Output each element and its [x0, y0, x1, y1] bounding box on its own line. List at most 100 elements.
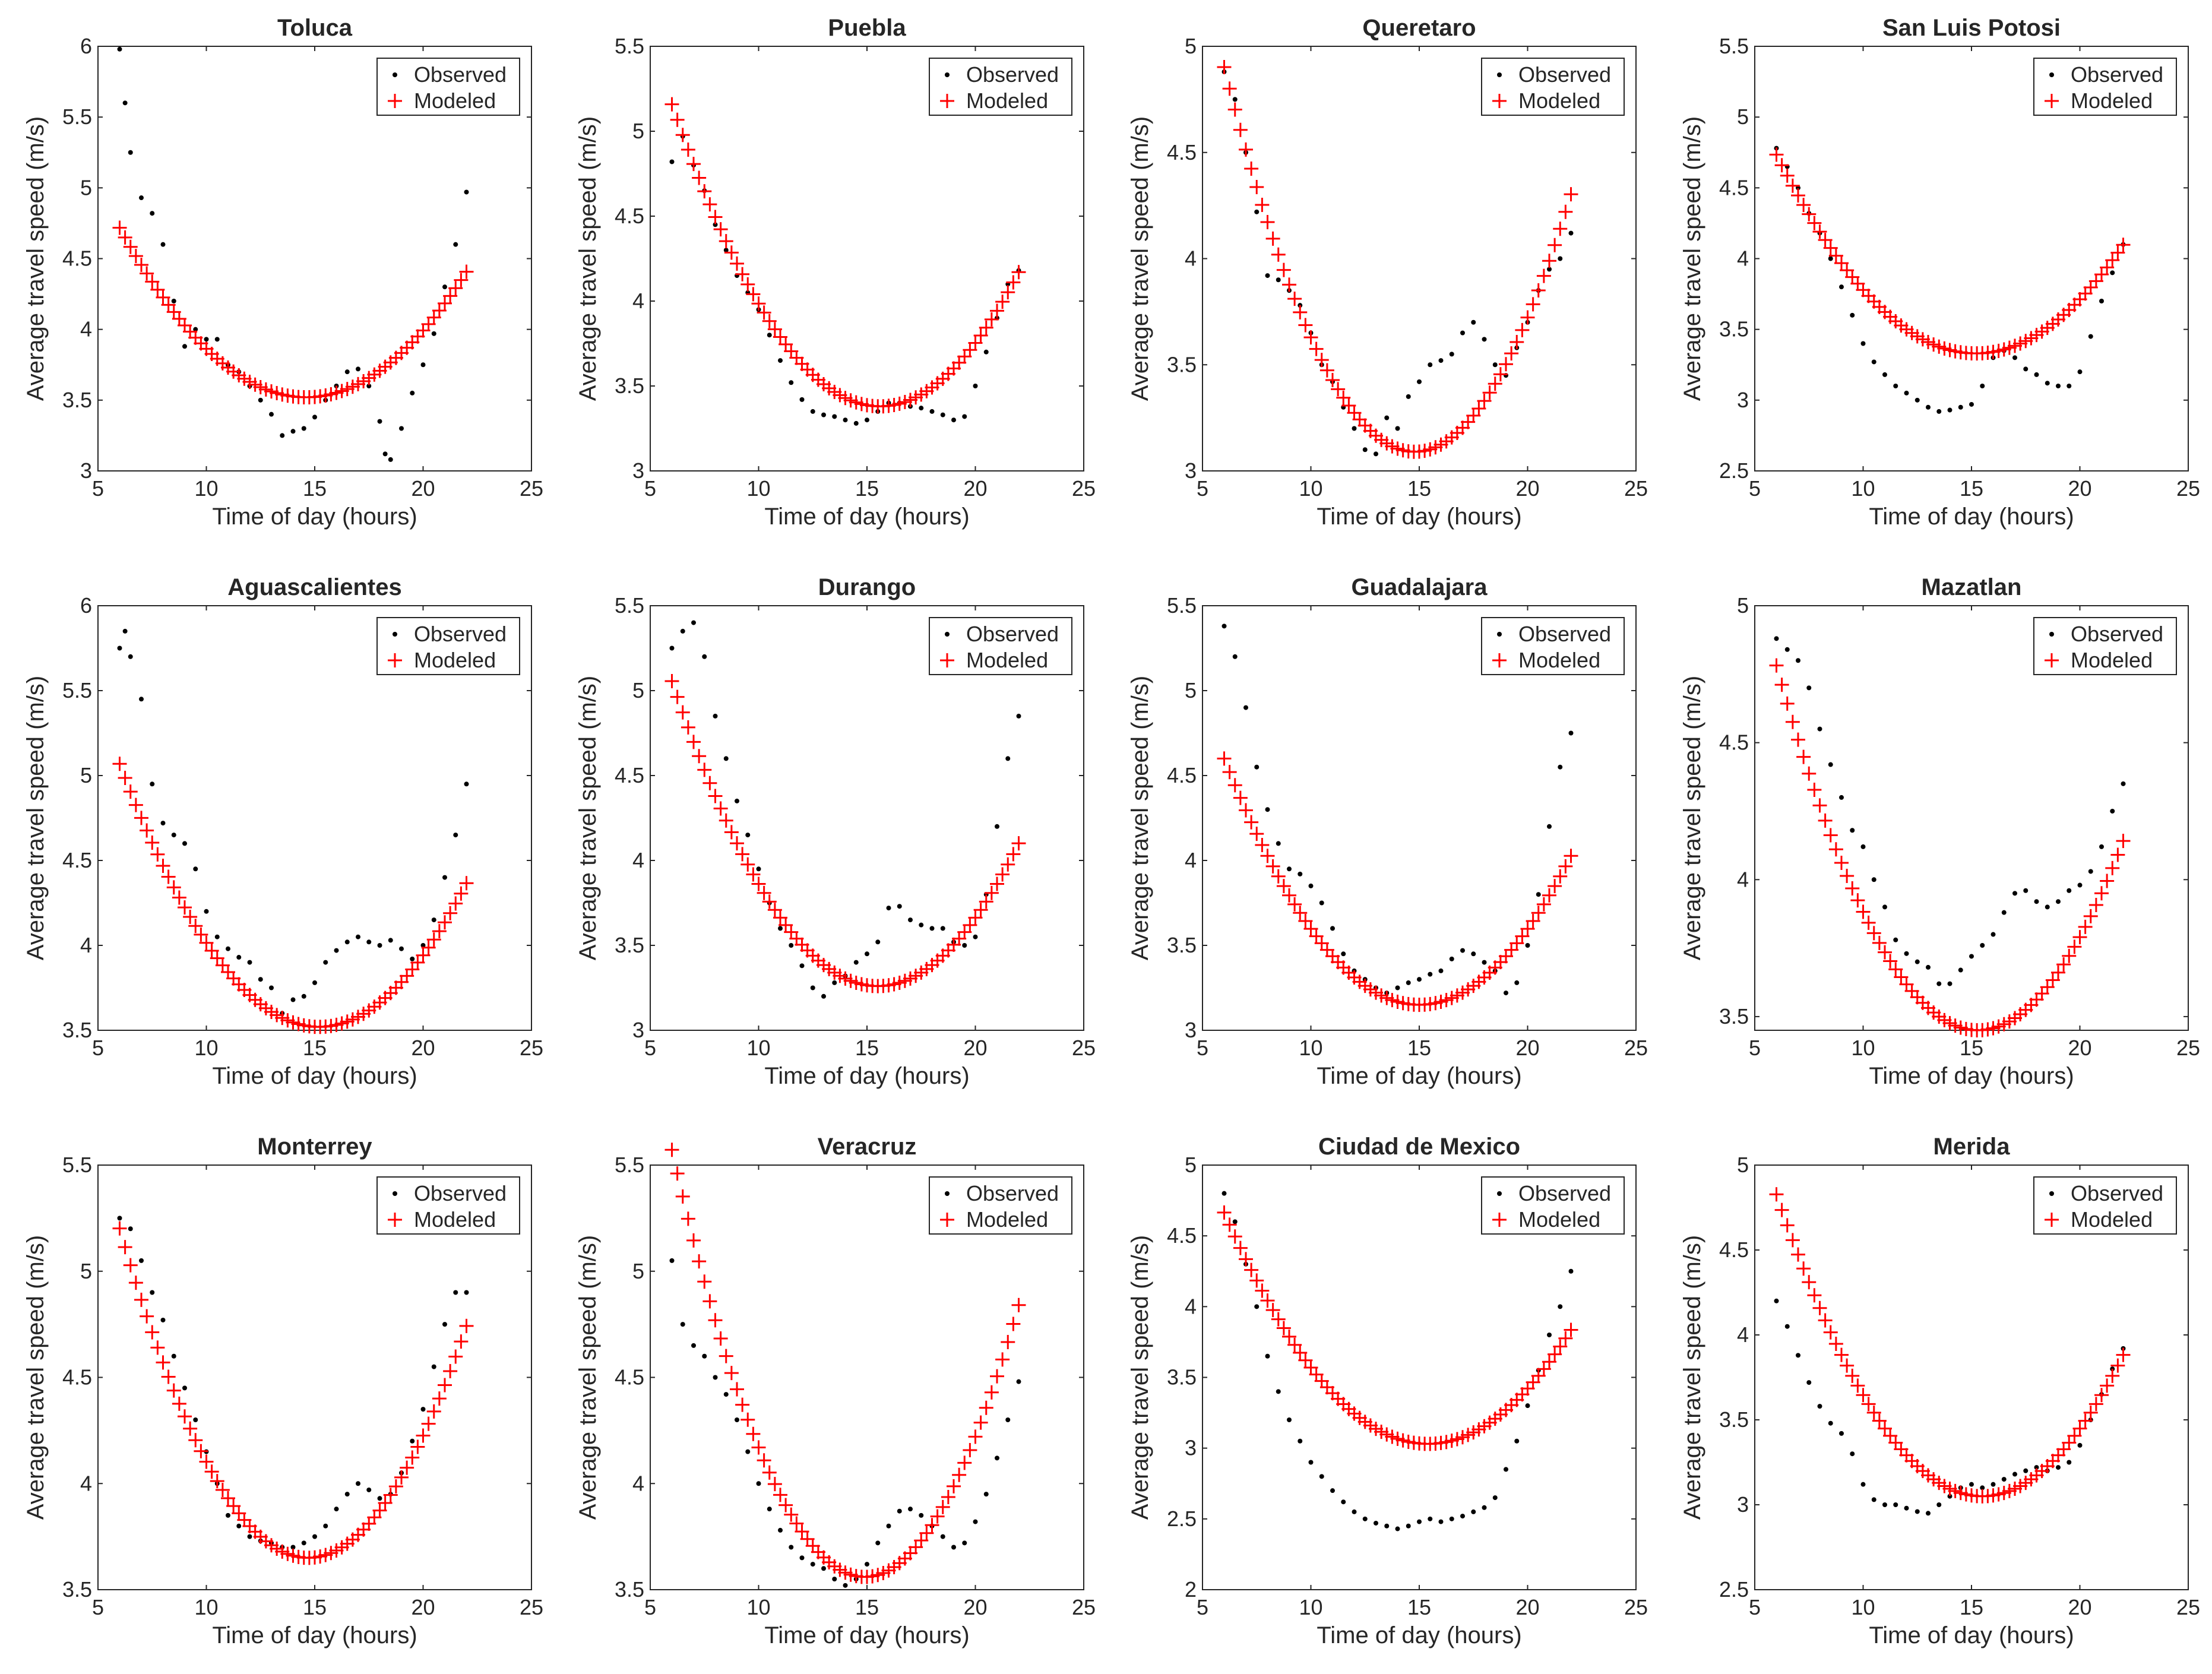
observed-point [150, 781, 155, 787]
observed-point [420, 943, 426, 948]
panel-title: San Luis Potosi [1882, 15, 2061, 41]
x-tick-label: 5 [1749, 1595, 1761, 1619]
modeled-point [448, 1349, 463, 1364]
modeled-point [746, 867, 761, 882]
observed-point [799, 1555, 805, 1561]
observed-point [799, 397, 805, 402]
observed-point [193, 866, 198, 872]
legend-box [2033, 1176, 2177, 1235]
panel-title: Merida [1933, 1134, 2011, 1160]
modeled-point [2105, 253, 2120, 268]
observed-point [735, 798, 739, 803]
modeled-point [1769, 147, 1784, 162]
x-tick-label: 25 [1624, 1595, 1648, 1619]
observed-point [799, 963, 805, 969]
modeled-point [1001, 285, 1015, 300]
observed-point [713, 222, 718, 227]
modeled-point [1341, 398, 1356, 413]
modeled-point [670, 112, 685, 127]
y-tick-label: 5 [632, 119, 644, 143]
modeled-point [1845, 1368, 1860, 1383]
observed-point [1784, 647, 1790, 652]
y-tick-label: 3.5 [1167, 933, 1197, 957]
observed-point [139, 1258, 144, 1263]
observed-point [171, 1353, 176, 1359]
observed-point [1568, 230, 1574, 236]
modeled-point [664, 673, 679, 688]
observed-point [962, 414, 967, 419]
y-tick-label: 5 [632, 1259, 644, 1283]
modeled-point [675, 1189, 690, 1204]
legend-observed-marker [1497, 632, 1502, 637]
observed-point [843, 1583, 848, 1588]
modeled-point [773, 330, 787, 344]
modeled-point [1861, 1397, 1876, 1412]
observed-point [1774, 636, 1779, 641]
modeled-point [1542, 888, 1556, 903]
observed-point [1568, 730, 1574, 736]
modeled-point [1850, 1378, 1865, 1393]
x-tick-label: 5 [1197, 1036, 1208, 1060]
modeled-point [1331, 382, 1346, 397]
modeled-point [1866, 926, 1881, 941]
x-tick-label: 10 [194, 476, 218, 501]
modeled-point [2116, 834, 2131, 849]
observed-point [1254, 1304, 1260, 1309]
observed-point [951, 1545, 956, 1550]
observed-point [778, 358, 783, 363]
modeled-point [1504, 346, 1519, 361]
modeled-point [1249, 1273, 1264, 1288]
y-axis-label: Average travel speed (m/s) [23, 116, 49, 401]
y-tick-label: 5 [80, 1259, 92, 1283]
y-axis-label: Average travel speed (m/s) [1127, 676, 1153, 960]
modeled-point [973, 328, 988, 343]
modeled-point [145, 274, 160, 289]
modeled-point [1471, 401, 1486, 416]
modeled-point [1325, 373, 1340, 388]
observed-point [1298, 1438, 1303, 1444]
observed-point [366, 1487, 372, 1492]
observed-point [226, 1512, 230, 1518]
modeled-point [178, 1409, 192, 1424]
y-tick-label: 4.5 [1167, 1223, 1197, 1248]
panel-11: Ciudad de Mexico 5 10 15 20 25 2 2.5 3 3.5 4 4.5 5 Ti… [1127, 1134, 1648, 1648]
modeled-point [1222, 1217, 1237, 1232]
x-tick-label: 20 [411, 476, 435, 501]
observed-point [1947, 407, 1952, 413]
observed-point [442, 284, 447, 290]
modeled-point [713, 222, 728, 237]
modeled-point [2078, 919, 2093, 934]
modeled-point [762, 894, 777, 909]
modeled-point [984, 1385, 999, 1400]
modeled-point [118, 1240, 132, 1255]
observed-point [1005, 1417, 1011, 1422]
y-tick-label: 5 [632, 678, 644, 702]
observed-point [2056, 899, 2061, 904]
modeled-point [735, 847, 750, 862]
modeled-point [1774, 1203, 1789, 1217]
modeled-point [140, 1309, 154, 1324]
observed-point [1265, 1353, 1270, 1359]
modeled-point [1769, 1187, 1784, 1202]
observed-point [1525, 1403, 1530, 1409]
observed-point [778, 926, 783, 931]
y-tick-label: 3.5 [1719, 317, 1749, 341]
observed-point [1232, 97, 1238, 102]
observed-point [1428, 972, 1433, 977]
y-tick-label: 5.5 [1719, 34, 1749, 58]
observed-point [1482, 1505, 1487, 1510]
x-tick-label: 25 [1072, 1595, 1096, 1619]
modeled-point [1314, 353, 1329, 368]
x-tick-label: 10 [746, 476, 770, 501]
modeled-point [686, 1233, 701, 1248]
modeled-point [2056, 957, 2071, 972]
modeled-point [2100, 260, 2115, 275]
legend-observed-label: Observed [2071, 1181, 2163, 1205]
observed-point [1871, 359, 1876, 365]
modeled-point [1293, 1346, 1308, 1360]
observed-point [1817, 726, 1822, 732]
y-tick-label: 2.5 [1719, 458, 1749, 483]
modeled-point [1526, 914, 1540, 928]
observed-point [1558, 1304, 1563, 1309]
observed-point [1871, 1497, 1876, 1502]
